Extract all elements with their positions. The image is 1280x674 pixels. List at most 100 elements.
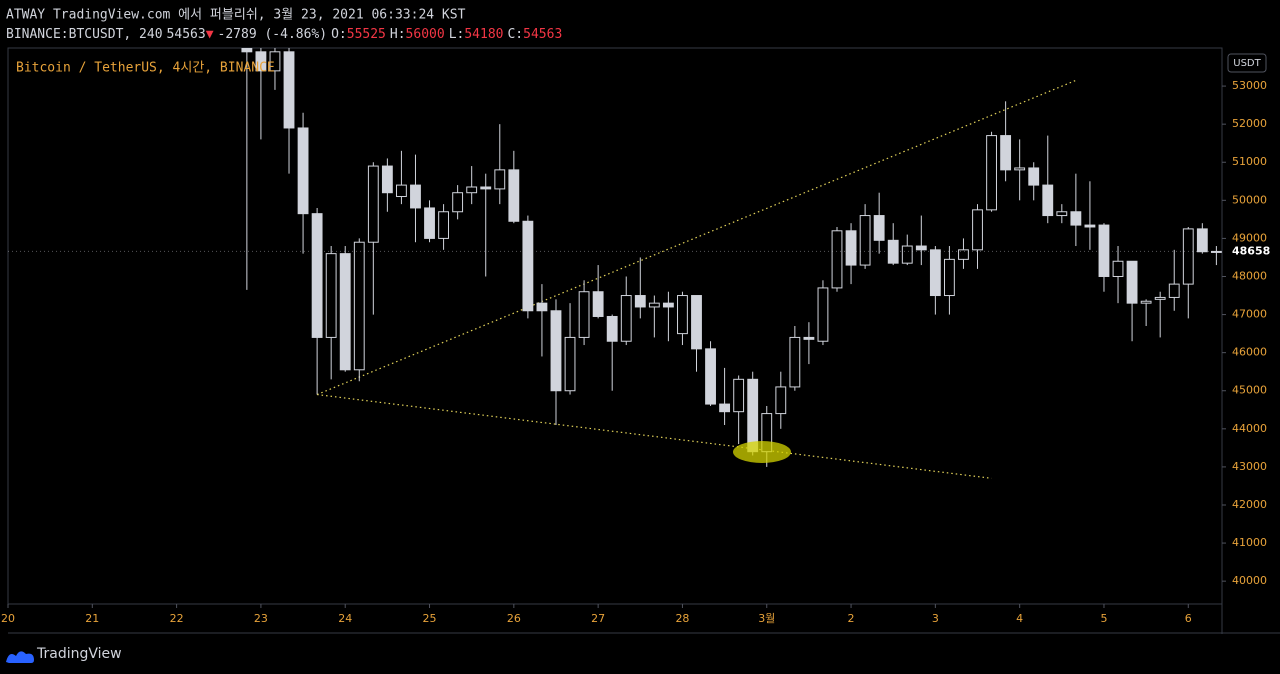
x-tick-label: 3월 — [758, 612, 775, 625]
candle-body — [1000, 135, 1012, 171]
x-tick-label: 28 — [675, 612, 689, 625]
candle-body — [789, 336, 801, 388]
x-tick-label: 3 — [932, 612, 939, 625]
y-tick-label: 41000 — [1232, 536, 1267, 549]
candle-body — [1056, 211, 1068, 217]
candle-body — [508, 169, 520, 222]
candle-body — [648, 302, 660, 308]
candle-body — [606, 315, 618, 342]
x-tick-label: 26 — [507, 612, 521, 625]
quote-segment: 54563 — [167, 27, 206, 42]
candle-body — [311, 213, 323, 338]
candle-body — [859, 215, 871, 266]
candle-body — [353, 241, 365, 371]
candle-body — [733, 378, 745, 413]
candle-body — [634, 295, 646, 308]
candle-body — [480, 186, 492, 190]
candle-body — [677, 295, 688, 335]
candle-body — [803, 336, 815, 340]
x-tick-label: 5 — [1100, 612, 1107, 625]
quote-segment: 55525 — [347, 27, 386, 42]
candle-body — [410, 184, 421, 209]
candle-body — [396, 184, 407, 198]
x-tick-label: 25 — [423, 612, 437, 625]
candle-body — [1154, 296, 1166, 300]
candle-body — [719, 403, 731, 413]
quote-segment: BINANCE:BTCUSDT, 240 — [6, 27, 163, 42]
candle-body — [297, 127, 309, 215]
candle-body — [592, 291, 604, 317]
candle-body — [536, 302, 548, 312]
candle-body — [381, 165, 393, 194]
candle-body — [817, 287, 829, 342]
x-tick-label: 4 — [1016, 612, 1023, 625]
candle-body — [1070, 211, 1082, 226]
brand: TradingView — [36, 646, 122, 662]
candle-body — [438, 211, 449, 239]
candle-body — [564, 336, 576, 392]
logo-icon — [6, 651, 34, 663]
candle-body — [241, 48, 253, 53]
logo — [6, 651, 34, 663]
y-tick-label: 44000 — [1232, 422, 1267, 435]
x-tick-label: 24 — [338, 612, 352, 625]
y-tick-label: 42000 — [1232, 498, 1267, 511]
candle-body — [986, 135, 997, 211]
candle-body — [339, 253, 351, 371]
y-tick-label: 48000 — [1232, 269, 1267, 282]
candle-body — [691, 295, 702, 350]
x-tick-label: 22 — [170, 612, 184, 625]
y-tick-label: 49000 — [1232, 231, 1267, 244]
candle-body — [662, 302, 674, 308]
quote-segment: ▼ — [206, 27, 214, 42]
trendline — [317, 393, 992, 479]
currency-box — [1227, 53, 1267, 73]
candle-body — [269, 51, 281, 72]
candle-body — [831, 230, 843, 289]
candle-body — [1182, 228, 1194, 285]
quote-segment: -2789 (-4.86%) — [218, 27, 328, 42]
candle-body — [958, 249, 969, 260]
quote-segment: O: — [331, 27, 347, 42]
y-tick-label: 46000 — [1232, 346, 1267, 359]
candle-body — [901, 245, 913, 264]
x-tick-label: 27 — [591, 612, 605, 625]
x-tick-label: 21 — [85, 612, 99, 625]
quote-segment: C: — [507, 27, 523, 42]
candle-body — [1168, 283, 1180, 298]
quote-segment: 54180 — [464, 27, 503, 42]
candle-body — [367, 165, 379, 243]
candle-body — [494, 169, 506, 190]
trendline — [316, 79, 1077, 396]
candle-body — [283, 51, 295, 129]
x-tick-label: 2 — [848, 612, 855, 625]
candle-body — [1210, 250, 1222, 253]
y-tick-label: 52000 — [1232, 117, 1267, 130]
last-price-box — [1223, 243, 1280, 260]
candle-body — [845, 230, 857, 266]
quote-segment: H: — [390, 27, 406, 42]
plot — [8, 48, 1222, 479]
candle-body — [873, 215, 885, 241]
y-tick-label: 45000 — [1232, 384, 1267, 397]
header-title: ATWAY TradingView.com 에서 퍼블리쉬, 3월 23, 20… — [6, 8, 466, 23]
currency: USDT — [1233, 58, 1261, 69]
candle-body — [1042, 184, 1054, 217]
candle-body — [1112, 260, 1124, 277]
candle-body — [943, 258, 955, 297]
candle-body — [522, 220, 534, 312]
candle-body — [1084, 224, 1096, 228]
candle-body — [255, 51, 267, 72]
x-tick-label: 6 — [1185, 612, 1192, 625]
quote-segment: 54563 — [523, 27, 562, 42]
candle-body — [887, 239, 899, 264]
candle-body — [424, 207, 435, 239]
candle-body — [325, 253, 337, 338]
quote-segment: 56000 — [406, 27, 445, 42]
quote-segment: L: — [449, 27, 465, 42]
candle-body — [466, 186, 478, 194]
y-tick-label: 43000 — [1232, 460, 1267, 473]
last-price-label: 48658 — [1232, 244, 1270, 257]
